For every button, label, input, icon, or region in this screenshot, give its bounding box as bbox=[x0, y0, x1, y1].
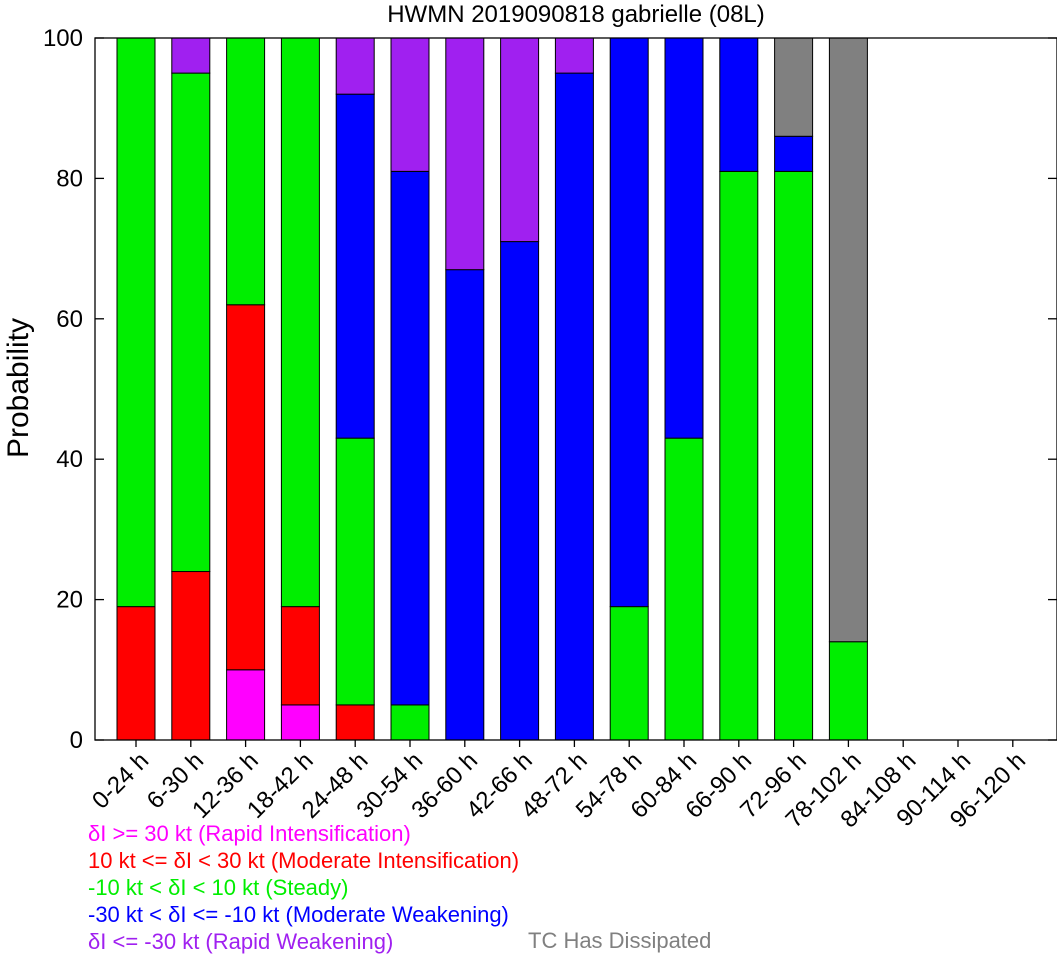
x-tick-label: 0-24 h bbox=[87, 747, 154, 814]
bar-segment bbox=[828, 641, 868, 741]
bar-segment bbox=[171, 37, 211, 74]
legend: δI >= 30 kt (Rapid Intensification) 10 k… bbox=[88, 820, 519, 955]
bar-segment bbox=[280, 606, 320, 706]
bar-segment bbox=[116, 37, 156, 608]
bar-segment bbox=[500, 241, 540, 741]
legend-item-moderate-weakening: -30 kt < δI <= -10 kt (Moderate Weakenin… bbox=[88, 902, 509, 927]
bar-segment bbox=[390, 37, 430, 172]
bar-segment bbox=[828, 37, 868, 643]
chart-title: HWMN 2019090818 gabrielle (08L) bbox=[387, 1, 765, 28]
bar-segment bbox=[335, 704, 375, 741]
bar-segment bbox=[280, 704, 320, 741]
bar-segment bbox=[445, 37, 485, 271]
x-axis: 0-24 h6-30 h12-36 h18-42 h24-48 h30-54 h… bbox=[87, 740, 1031, 833]
bar-segment bbox=[609, 606, 649, 741]
bar-segment bbox=[171, 571, 211, 741]
bar-segment bbox=[719, 170, 759, 741]
y-tick-label: 40 bbox=[56, 446, 83, 473]
legend-item-dissipated: TC Has Dissipated bbox=[528, 928, 712, 953]
y-tick-label: 0 bbox=[70, 727, 83, 754]
bar-segment bbox=[226, 669, 266, 741]
bar-segment bbox=[280, 37, 320, 608]
bar-segment bbox=[554, 72, 594, 741]
bar-segment bbox=[390, 170, 430, 706]
bar-segment bbox=[774, 37, 814, 137]
bar-segment bbox=[116, 606, 156, 741]
bar-segment bbox=[664, 437, 704, 741]
y-tick-label: 80 bbox=[56, 165, 83, 192]
bar-segment bbox=[609, 37, 649, 608]
bar-segment bbox=[171, 72, 211, 573]
y-tick-label: 20 bbox=[56, 587, 83, 614]
bar-segment bbox=[445, 269, 485, 741]
legend-item-rapid-weakening: δI <= -30 kt (Rapid Weakening) bbox=[88, 929, 394, 954]
y-axis-label: Probability bbox=[2, 318, 35, 458]
bar-segment bbox=[226, 304, 266, 671]
legend-item-rapid-intensification: δI >= 30 kt (Rapid Intensification) bbox=[88, 821, 411, 846]
y-axis: 0 20 40 60 80 100 bbox=[43, 25, 1057, 754]
bar-segment bbox=[335, 437, 375, 706]
bar-segment bbox=[774, 170, 814, 741]
y-tick-label: 100 bbox=[43, 25, 83, 52]
bar-segment bbox=[226, 37, 266, 306]
bar-segment bbox=[774, 135, 814, 172]
bars-layer bbox=[116, 37, 868, 741]
bar-segment bbox=[390, 704, 430, 741]
plot-frame bbox=[94, 37, 1057, 741]
bar-segment bbox=[554, 37, 594, 74]
legend-item-moderate-intensification: 10 kt <= δI < 30 kt (Moderate Intensific… bbox=[88, 848, 520, 873]
bar-segment bbox=[335, 37, 375, 95]
bar-segment bbox=[335, 93, 375, 439]
bar-segment bbox=[719, 37, 759, 172]
y-tick-label: 60 bbox=[56, 306, 83, 333]
bar-segment bbox=[664, 37, 704, 439]
bar-segment bbox=[500, 37, 540, 243]
legend-item-steady: -10 kt < δI < 10 kt (Steady) bbox=[88, 875, 349, 900]
